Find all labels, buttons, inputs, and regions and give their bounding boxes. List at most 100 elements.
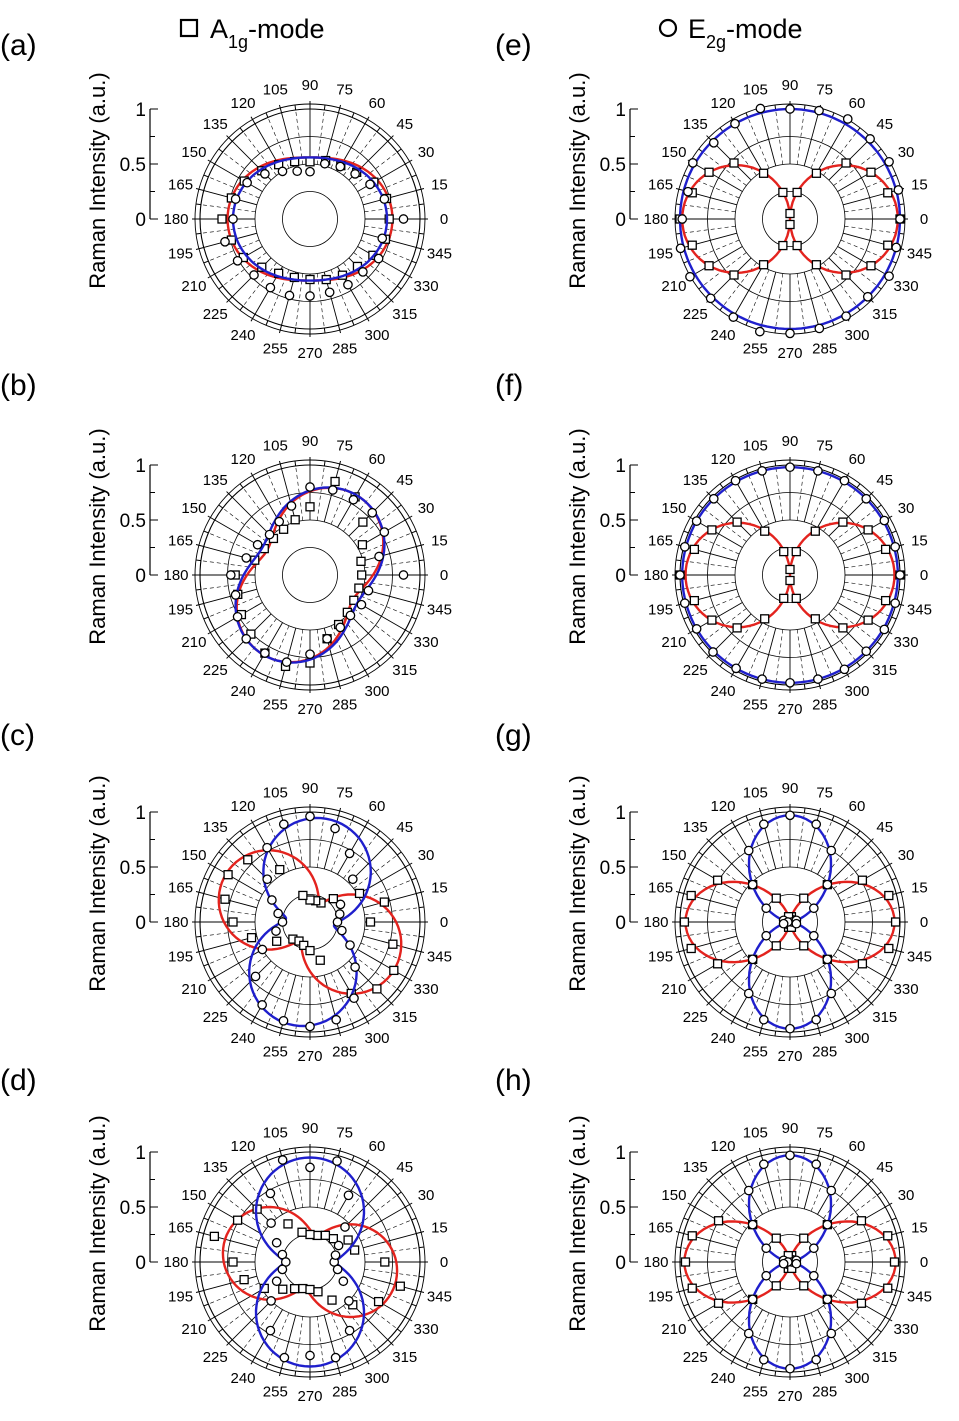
grid-spoke [688, 942, 740, 965]
angle-tick [265, 320, 269, 326]
angle-tick [396, 285, 402, 290]
angle-tick [195, 949, 204, 954]
angle-tick [387, 1339, 394, 1346]
data-point-square [299, 940, 309, 951]
angle-tick [337, 681, 342, 690]
angle-tick [250, 1357, 256, 1365]
data-point-circle [333, 1240, 344, 1251]
angle-tick-label: 285 [812, 696, 837, 713]
angle-tick [278, 104, 283, 113]
data-point-circle [826, 1328, 837, 1339]
data-point-square [228, 1257, 238, 1267]
data-point-square [679, 917, 690, 927]
grid-spoke [353, 151, 398, 186]
data-point-square [841, 270, 851, 280]
grid-spoke [231, 1183, 272, 1224]
angle-tick [867, 999, 874, 1006]
grid-spoke [208, 1282, 260, 1305]
angle-tick [250, 314, 256, 322]
grid-spoke [775, 629, 784, 685]
angle-tick [745, 1363, 749, 1369]
grid-spoke [242, 131, 277, 176]
angle-tick-label: 195 [168, 1289, 193, 1306]
grid-spoke [796, 1316, 805, 1372]
angle-tick-label: 15 [431, 879, 448, 896]
data-point-circle [264, 529, 275, 540]
grid-spoke [364, 1268, 420, 1277]
data-point-circle [708, 493, 719, 504]
angle-tick [195, 602, 204, 607]
grid-spoke [711, 960, 752, 1001]
angle-tick [265, 676, 269, 682]
angle-tick [239, 483, 244, 489]
angle-tick-label: 60 [849, 1138, 866, 1155]
angle-tick [745, 676, 749, 682]
grid-spoke [775, 1316, 784, 1372]
radial-axis-label: Raman Intensity (a.u.) [565, 775, 590, 991]
grid-spoke [343, 965, 378, 1010]
angle-tick [364, 1357, 370, 1365]
angle-tick [831, 676, 835, 682]
angle-tick [856, 830, 861, 836]
angle-tick-label: 45 [876, 819, 893, 836]
data-point-square [785, 564, 795, 575]
angle-tick [675, 1275, 682, 1278]
angle-tick [745, 815, 749, 821]
data-point-circle [758, 819, 769, 830]
angle-tick [364, 819, 370, 827]
angle-tick-label: 105 [743, 785, 768, 802]
data-point-circle [758, 1159, 769, 1170]
angle-tick [687, 1316, 695, 1322]
data-point-square [890, 917, 901, 927]
grid-spoke [222, 507, 267, 542]
grid-spoke [817, 266, 846, 315]
data-point-circle [330, 1250, 341, 1261]
data-point-circle [337, 925, 347, 936]
angle-tick-label: 135 [683, 1159, 708, 1176]
data-point-circle [893, 185, 904, 195]
grid-spoke [364, 907, 420, 916]
angle-tick [218, 988, 224, 993]
radial-axis-tick-label: 1 [615, 803, 626, 824]
angle-tick-label: 315 [392, 1009, 417, 1026]
data-point-circle [230, 194, 241, 204]
data-point-circle [273, 908, 283, 919]
grid-spoke [348, 1183, 389, 1224]
grid-spoke [295, 273, 304, 329]
angle-tick [411, 174, 417, 178]
angle-tick [364, 472, 370, 480]
grid-spoke [711, 1300, 752, 1341]
grid-spoke [711, 496, 752, 537]
grid-spoke [688, 1219, 740, 1242]
data-point-square [707, 615, 717, 625]
data-point-square [680, 1257, 691, 1267]
data-point-circle [778, 1258, 789, 1269]
angle-tick [195, 588, 202, 591]
angle-tick-label: 210 [181, 634, 206, 651]
grid-spoke [840, 532, 892, 555]
angle-tick [337, 1147, 342, 1156]
angle-tick [250, 1017, 256, 1025]
angle-tick [803, 460, 806, 467]
column-header-text: A1g-mode [210, 14, 325, 52]
data-point-circle [350, 169, 360, 179]
angle-tick [337, 1368, 342, 1377]
grid-spoke [337, 1166, 366, 1215]
grid-spoke [761, 468, 777, 522]
angle-tick [885, 976, 893, 982]
data-point-circle [271, 1276, 282, 1287]
data-point-circle [811, 1354, 822, 1365]
grid-spoke [734, 266, 763, 315]
angle-tick [323, 683, 326, 690]
grid-spoke [295, 976, 304, 1032]
data-point-circle [791, 918, 802, 929]
grid-spoke [680, 928, 736, 937]
data-point-circle [266, 1218, 276, 1228]
angle-tick [195, 1230, 204, 1235]
angle-tick [416, 890, 425, 895]
angle-tick [405, 515, 413, 521]
grid-spoke [295, 629, 304, 685]
grid-spoke [364, 1247, 420, 1256]
